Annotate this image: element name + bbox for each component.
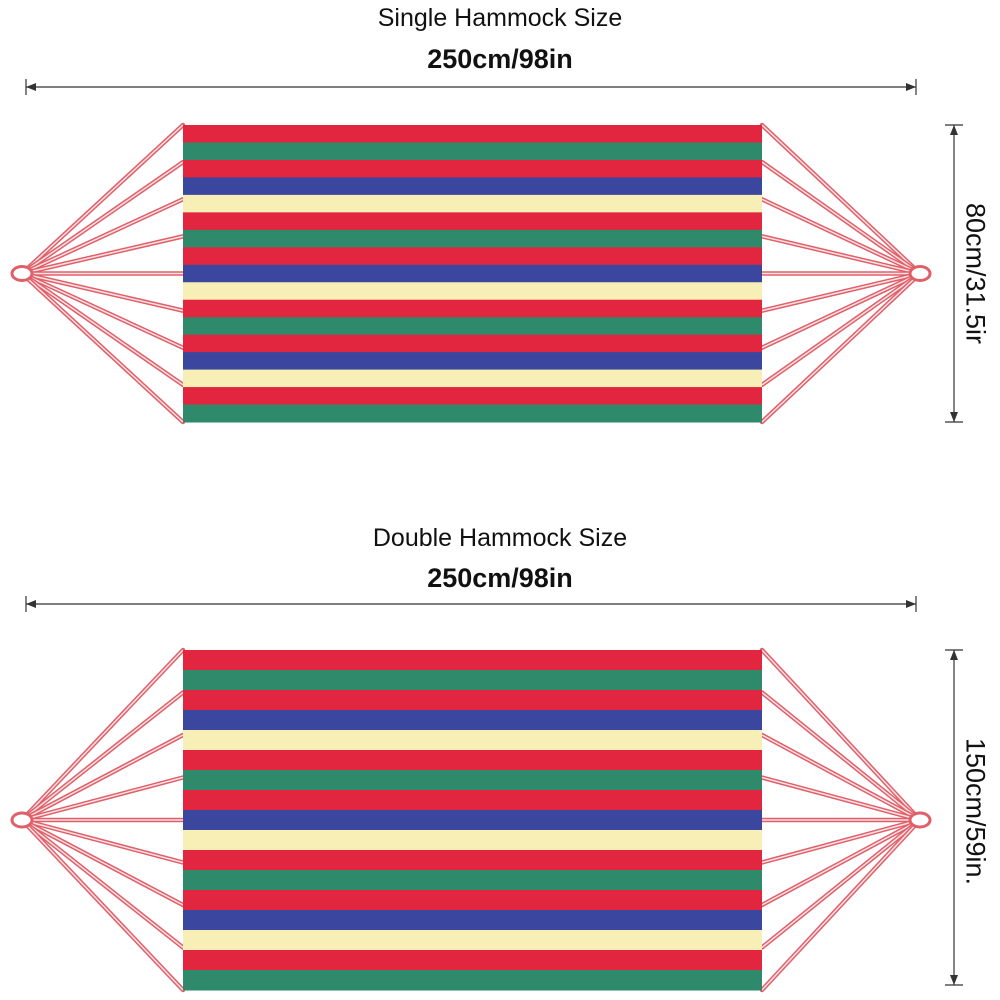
double-hammock-stripe	[183, 790, 762, 811]
single-hammock-stripe	[183, 282, 762, 301]
single-hammock-rope-left-highlight	[21, 272, 184, 349]
single-hammock-stripe	[183, 125, 762, 143]
double-hammock-rope-right-highlight	[761, 819, 921, 864]
single-hammock-stripe	[183, 334, 762, 353]
single-hammock-ring-left	[10, 265, 34, 282]
single-hammock-stripe	[183, 369, 762, 388]
double-hammock-rope-left-highlight	[21, 649, 184, 821]
double-hammock-rope-right-highlight	[761, 819, 921, 949]
double-hammock-stripe	[183, 730, 762, 751]
single-hammock-stripe	[183, 404, 762, 423]
double-hammock-ring-right	[908, 811, 932, 829]
single-width-arrow-arrowhead-left	[26, 83, 36, 91]
double-height-arrow-arrowhead-bottom	[950, 975, 958, 985]
double-hammock-stripe	[183, 670, 762, 691]
double-hammock-rope-right-highlight	[761, 691, 921, 821]
single-hammock-title: Single Hammock Size	[377, 4, 623, 32]
double-hammock-width-label: 250cm/98in	[427, 563, 573, 593]
double-hammock-stripe	[183, 850, 762, 871]
single-hammock-ring-right	[908, 265, 932, 282]
double-hammock-stripe	[183, 750, 762, 771]
single-hammock-rope-left-highlight	[21, 124, 184, 275]
double-hammock-stripe	[183, 890, 762, 911]
double-hammock-ring-left	[10, 811, 34, 829]
single-height-arrow-arrowhead-bottom	[950, 412, 958, 422]
double-hammock-rope-right-highlight	[761, 819, 921, 906]
single-hammock-rope-right-highlight	[761, 198, 921, 275]
single-hammock-stripe	[183, 142, 762, 161]
single-hammock-rope-right-highlight	[761, 272, 921, 312]
single-width-arrow-arrowhead-right	[906, 83, 916, 91]
double-hammock-rope-right-highlight	[761, 649, 921, 821]
double-hammock-rope-left-highlight	[21, 734, 184, 821]
single-hammock-stripe	[183, 212, 762, 231]
single-hammock-rope-left-highlight	[21, 198, 184, 275]
single-hammock-rope-left-highlight	[21, 161, 184, 275]
single-hammock-stripe	[183, 299, 762, 318]
single-hammock-rope-right-highlight	[761, 272, 921, 423]
double-hammock-title: Double Hammock Size	[372, 524, 628, 552]
single-hammock-stripe	[183, 264, 762, 283]
single-hammock-rope-left-highlight	[21, 272, 184, 386]
double-hammock-stripe	[183, 690, 762, 711]
single-hammock-stripe	[183, 247, 762, 266]
double-hammock-rope-left-highlight	[21, 776, 184, 821]
double-hammock-stripe	[183, 710, 762, 731]
single-hammock-stripe	[183, 177, 762, 196]
double-hammock-stripe	[183, 910, 762, 931]
single-hammock-rope-right-highlight	[761, 272, 921, 349]
single-hammock-rope-right-highlight	[761, 124, 921, 275]
double-hammock-rope-left-highlight	[21, 819, 184, 949]
single-hammock-stripe	[183, 317, 762, 336]
single-hammock-width-label: 250cm/98in	[427, 44, 573, 74]
single-hammock-rope-left-highlight	[21, 272, 184, 312]
double-hammock-rope-right-highlight	[761, 776, 921, 821]
single-hammock-rope-right-highlight	[761, 272, 921, 386]
double-hammock-rope-left-highlight	[21, 819, 184, 906]
double-hammock-stripe	[183, 650, 762, 671]
double-hammock-stripe	[183, 930, 762, 951]
single-hammock-stripe	[183, 159, 762, 178]
double-hammock-stripe	[183, 770, 762, 791]
single-height-arrow-arrowhead-top	[950, 125, 958, 135]
double-hammock-stripe	[183, 810, 762, 831]
double-width-arrow-arrowhead-right	[906, 600, 916, 608]
double-hammock-stripe	[183, 970, 762, 991]
single-hammock-rope-left-highlight	[21, 235, 184, 275]
single-hammock-stripe	[183, 387, 762, 406]
double-hammock-stripe	[183, 950, 762, 971]
single-hammock-rope-right-highlight	[761, 161, 921, 275]
double-hammock-stripe	[183, 830, 762, 851]
single-hammock-stripe	[183, 352, 762, 371]
single-hammock-rope-left-highlight	[21, 272, 184, 423]
double-hammock-rope-left-highlight	[21, 819, 184, 864]
double-width-arrow-arrowhead-left	[26, 600, 36, 608]
double-hammock-rope-right-highlight	[761, 734, 921, 821]
double-hammock-rope-right-highlight	[761, 819, 921, 991]
single-hammock-stripe	[183, 194, 762, 213]
single-hammock-stripe	[183, 229, 762, 248]
double-hammock-rope-left-highlight	[21, 691, 184, 821]
single-hammock-rope-right-highlight	[761, 235, 921, 275]
double-hammock-stripe	[183, 870, 762, 891]
double-height-arrow-arrowhead-top	[950, 650, 958, 660]
double-hammock-rope-left-highlight	[21, 819, 184, 991]
